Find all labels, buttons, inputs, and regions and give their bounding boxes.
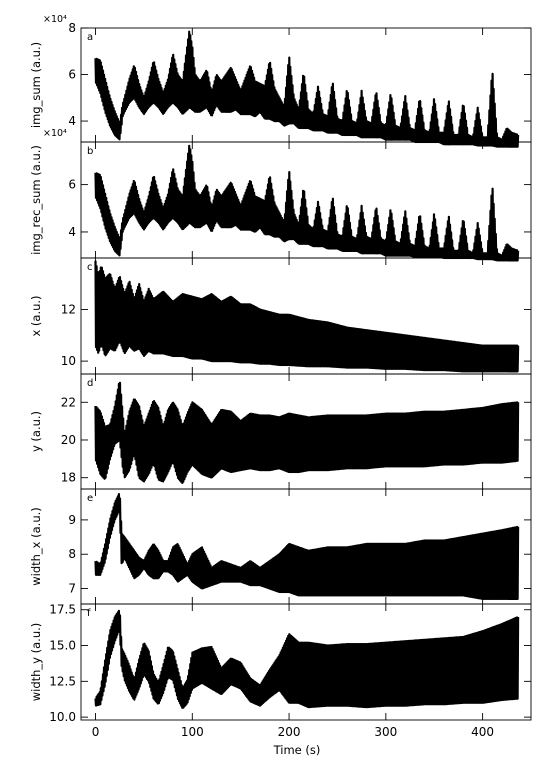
panel-f-tag: f (87, 608, 91, 619)
panel-a-ytick-label: 4 (68, 114, 76, 128)
panel-c-ytick-label: 12 (61, 303, 76, 317)
panel-e-series (94, 493, 520, 600)
panel-d-ytick-label: 22 (61, 395, 76, 409)
panel-d-tag: d (87, 378, 93, 389)
panel-e-ytick-label: 8 (68, 547, 76, 561)
panel-d-ylabel: y (a.u.) (29, 411, 43, 452)
panel-f-ytick-label: 10.0 (49, 710, 76, 724)
x-tick-label: 300 (374, 725, 397, 739)
panel-f-frame (80, 603, 532, 721)
panel-c-tag: c (87, 262, 93, 273)
panel-a-ylabel: img_sum (a.u.) (29, 42, 43, 128)
panel-f-ylabel: width_y (a.u.) (29, 623, 43, 702)
panel-a-offset-text: ×10⁴ (43, 14, 67, 25)
panel-c-ytick-label: 10 (61, 354, 76, 368)
panel-f-ytick-label: 12.5 (49, 674, 76, 688)
panel-b-ytick-label: 6 (68, 178, 76, 192)
panel-a-series (94, 30, 520, 148)
panel-a-tag: a (87, 32, 93, 43)
panel-b-series (94, 144, 520, 262)
panel-c-ylabel: x (a.u.) (29, 295, 43, 336)
panel-f-series (94, 609, 520, 709)
panel-b-ytick-label: 4 (68, 225, 76, 239)
panel-e-tag: e (87, 493, 93, 504)
panel-a-ytick-label: 6 (68, 68, 76, 82)
panel-f-ytick-label: 17.5 (49, 603, 76, 617)
panel-b-offset-text: ×10⁴ (43, 128, 67, 139)
panel-e-ytick-label: 7 (68, 582, 76, 596)
x-tick-label: 100 (181, 725, 204, 739)
x-axis-label: Time (s) (273, 743, 321, 757)
x-tick-label: 400 (471, 725, 494, 739)
panel-d-ytick-label: 20 (61, 433, 76, 447)
x-tick-label: 0 (92, 725, 100, 739)
panel-a-ytick-label: 8 (68, 21, 76, 35)
panel-f-ytick-label: 15.0 (49, 639, 76, 653)
x-tick-label: 200 (278, 725, 301, 739)
panel-e-ylabel: width_x (a.u.) (29, 507, 43, 586)
panel-d-series (94, 381, 520, 484)
panel-c-series (94, 260, 520, 373)
panel-b-ylabel: img_rec_sum (a.u.) (29, 145, 43, 255)
panel-d-ytick-label: 18 (61, 471, 76, 485)
panel-b-tag: b (87, 146, 93, 157)
panel-e-ytick-label: 9 (68, 513, 76, 527)
